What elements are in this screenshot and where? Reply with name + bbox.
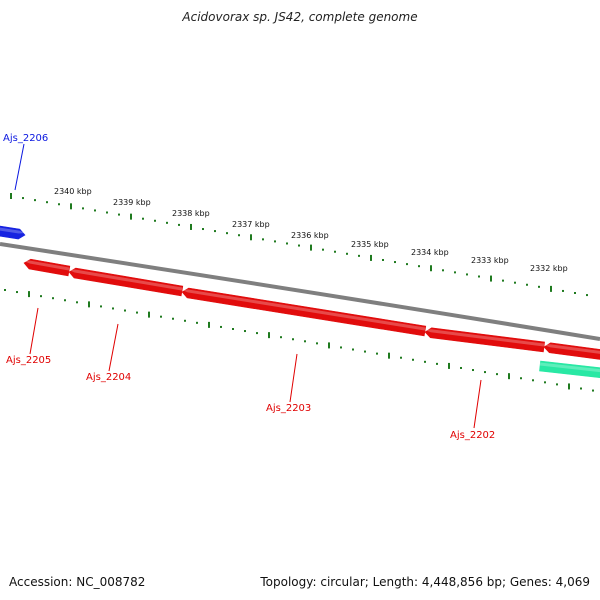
gene-label-ajs-2204[interactable]: Ajs_2204 <box>86 372 131 383</box>
gene-arrow-highlight <box>544 344 600 354</box>
page-title: Acidovorax sp. JS42, complete genome <box>182 10 418 24</box>
gene-leader-line <box>108 323 119 372</box>
gene-arrow-highlight <box>182 289 426 331</box>
gene-arrow-unlabeled[interactable] <box>543 342 600 361</box>
gene-label-group: Ajs_2206 Ajs_2205 Ajs_2204 Ajs_2203 Ajs_2202 <box>3 133 495 441</box>
gene-leader-line <box>473 379 482 429</box>
gene-arrow-highlight <box>24 260 70 271</box>
gene-label-ajs-2202[interactable]: Ajs_2202 <box>450 430 495 441</box>
genome-summary-text: Topology: circular; Length: 4,448,856 bp… <box>260 575 590 589</box>
gene-arrow-ajs-2203[interactable] <box>181 287 427 337</box>
gene-arrow-unlabeled[interactable] <box>539 360 600 378</box>
kbp-label-group: 2340 kbp 2339 kbp 2338 kbp 2337 kbp 2336 kbp… <box>54 187 568 273</box>
gene-label-ajs-2206[interactable]: Ajs_2206 <box>3 133 48 144</box>
kbp-tick-label: 2334 kbp <box>411 248 449 257</box>
kbp-tick-label: 2339 kbp <box>113 198 151 207</box>
kbp-tick-label: 2332 kbp <box>530 264 568 273</box>
kbp-tick-label: 2338 kbp <box>172 209 210 218</box>
gene-arrow-ajs-2206[interactable] <box>0 223 26 240</box>
gene-label-ajs-2205[interactable]: Ajs_2205 <box>6 355 51 366</box>
gene-label-ajs-2203[interactable]: Ajs_2203 <box>266 403 311 414</box>
kbp-tick-label: 2337 kbp <box>232 220 270 229</box>
gene-arrow-highlight <box>0 227 25 234</box>
outer-tick-track <box>10 193 588 297</box>
genome-backbone <box>0 242 600 341</box>
accession-text: Accession: NC_008782 <box>9 575 146 589</box>
gene-leader-line <box>29 307 39 355</box>
inner-tick-track <box>4 289 594 392</box>
gene-leader-line <box>14 143 25 191</box>
gene-arrow-ajs-2204[interactable] <box>68 267 184 297</box>
kbp-tick-label: 2340 kbp <box>54 187 92 196</box>
gene-arrow-highlight <box>539 362 600 373</box>
kbp-tick-label: 2336 kbp <box>291 231 329 240</box>
gene-arrow-highlight <box>425 329 545 347</box>
gene-arrow-highlight <box>69 269 183 291</box>
gene-arrow-ajs-2205[interactable] <box>23 258 71 277</box>
kbp-tick-label: 2335 kbp <box>351 240 389 249</box>
gene-group <box>0 223 600 378</box>
gene-leader-line <box>289 353 298 403</box>
kbp-tick-label: 2333 kbp <box>471 256 509 265</box>
